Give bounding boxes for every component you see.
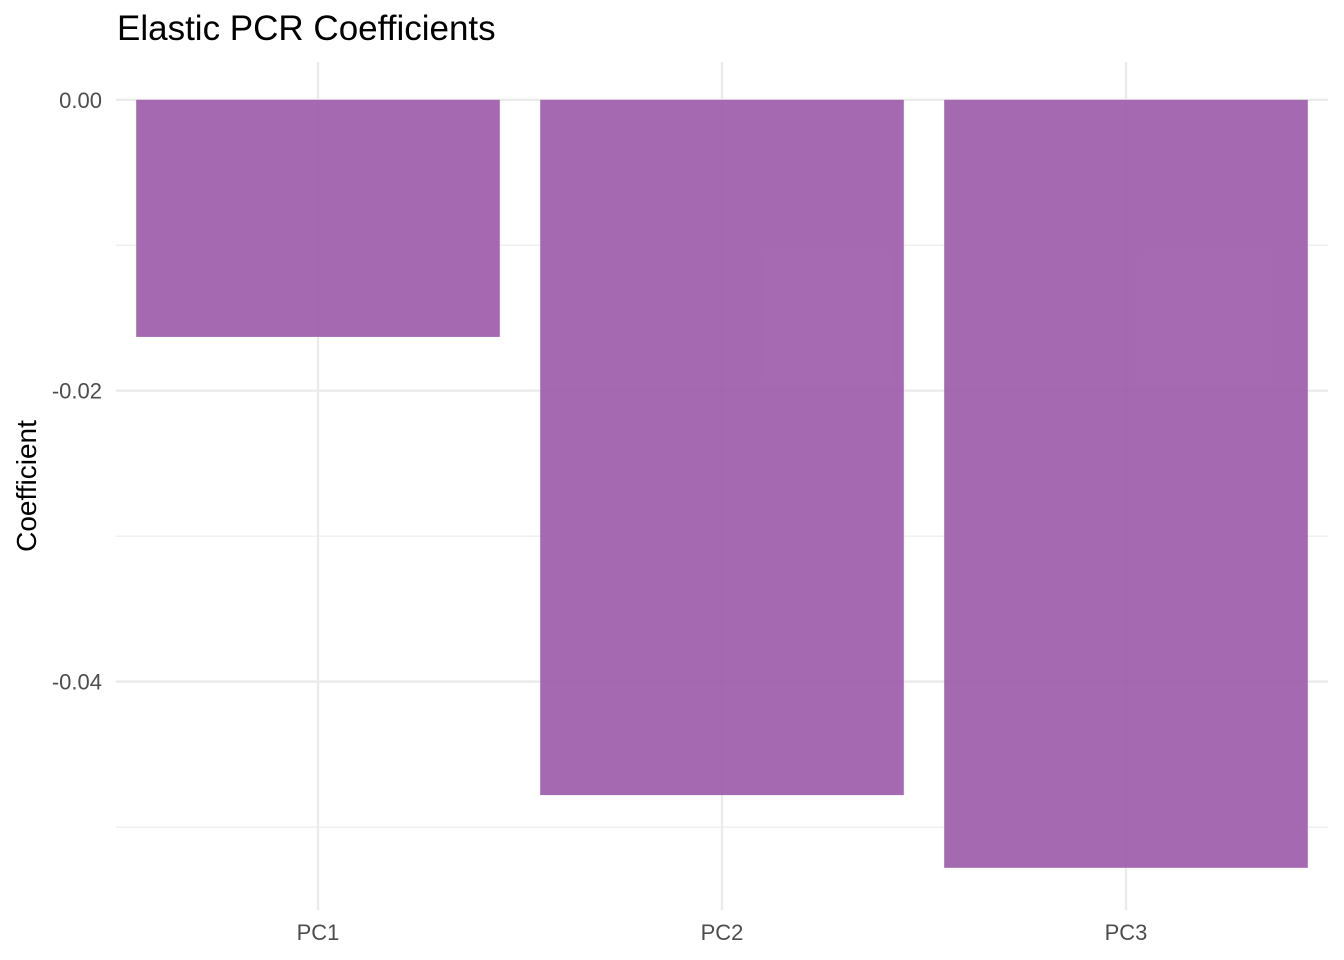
- tick-labels: 0.00 -0.02 -0.04 PC1 PC2 PC3: [52, 88, 1148, 945]
- x-tick-label: PC1: [297, 920, 340, 945]
- y-tick-label: -0.04: [52, 670, 102, 695]
- x-tick-label: PC2: [701, 920, 744, 945]
- bar-pc1: [136, 99, 500, 337]
- chart-title: Elastic PCR Coefficients: [117, 9, 496, 48]
- y-tick-label: -0.02: [52, 379, 102, 404]
- bars: [136, 99, 1308, 868]
- y-tick-label: 0.00: [59, 88, 102, 113]
- bar-pc3: [944, 99, 1308, 868]
- y-axis-title: Coefficient: [11, 420, 42, 552]
- bar-pc2: [540, 99, 904, 796]
- x-tick-label: PC3: [1105, 920, 1148, 945]
